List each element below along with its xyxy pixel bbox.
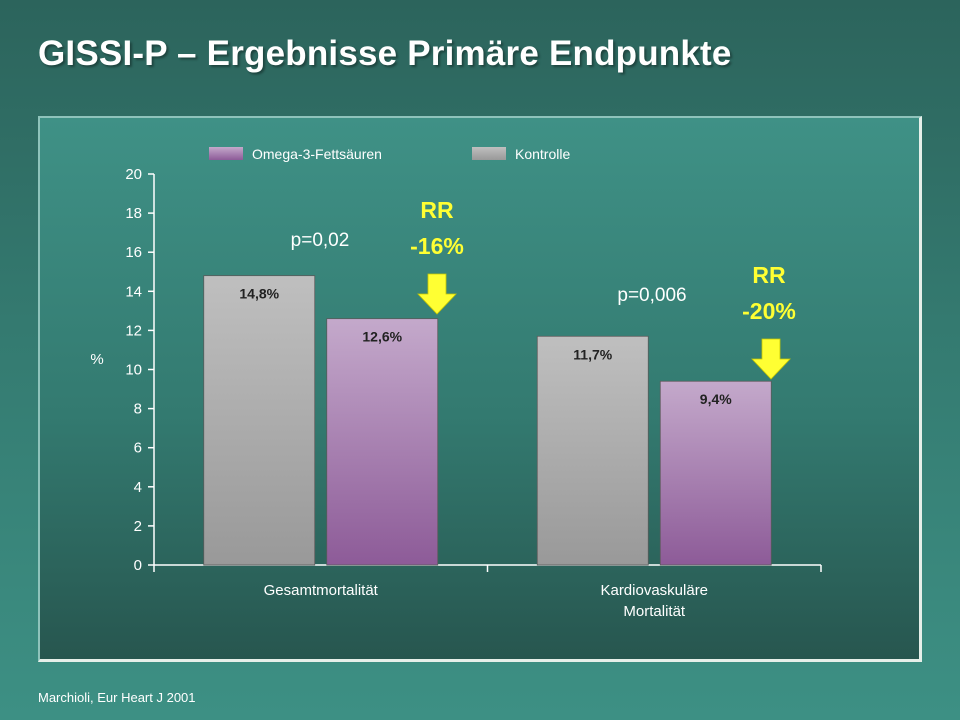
data-label-omega-3: 9,4% — [700, 391, 732, 407]
bar-kontrolle — [203, 275, 316, 566]
source-citation: Marchioli, Eur Heart J 2001 — [38, 690, 196, 705]
x-category-label: Gesamtmortalität — [264, 582, 379, 599]
bar-omega-3 — [326, 318, 439, 566]
data-label-kontrolle: 11,7% — [573, 346, 612, 362]
y-axis-label: % — [90, 351, 103, 368]
legend-omega-3-swatch — [209, 147, 243, 160]
down-arrow-icon — [417, 273, 457, 315]
slide-title: GISSI-P – Ergebnisse Primäre Endpunkte — [38, 34, 732, 73]
y-tick-label: 6 — [134, 440, 142, 457]
legend-omega-3-label: Omega-3-Fettsäuren — [252, 146, 382, 162]
p-value-label: p=0,006 — [617, 285, 686, 306]
y-tick-label: 14 — [125, 283, 142, 300]
y-tick-label: 18 — [125, 205, 142, 222]
down-arrow-icon — [751, 338, 791, 380]
rr-label: RR — [752, 262, 786, 288]
rr-label: RR — [420, 197, 454, 223]
p-value-label: p=0,02 — [291, 230, 350, 251]
y-tick-label: 10 — [125, 362, 142, 379]
data-label-omega-3: 12,6% — [362, 329, 402, 345]
x-category-label: Mortalität — [623, 603, 686, 620]
y-tick-label: 20 — [125, 166, 142, 183]
rr-value-label: -20% — [742, 298, 796, 324]
bar-omega-3 — [659, 380, 772, 566]
y-tick-label: 12 — [125, 322, 142, 339]
y-tick-label: 16 — [125, 244, 142, 261]
bar-kontrolle — [536, 335, 649, 566]
legend-kontrolle-swatch — [472, 147, 506, 160]
y-tick-label: 2 — [134, 518, 142, 535]
y-tick-label: 4 — [134, 479, 142, 496]
y-tick-label: 0 — [134, 557, 142, 574]
x-category-label: Kardiovaskuläre — [600, 582, 708, 599]
y-tick-label: 8 — [134, 401, 142, 418]
chart-panel: 0 2 4 6 8 10 12 14 16 18 20% 14,8% 12,6% Gesamtmortal… — [38, 116, 922, 662]
data-label-kontrolle: 14,8% — [239, 286, 279, 302]
rr-value-label: -16% — [410, 233, 464, 259]
legend-kontrolle-label: Kontrolle — [515, 146, 570, 162]
bar-chart: 0 2 4 6 8 10 12 14 16 18 20% 14,8% 12,6% Gesamtmortal… — [90, 146, 822, 620]
